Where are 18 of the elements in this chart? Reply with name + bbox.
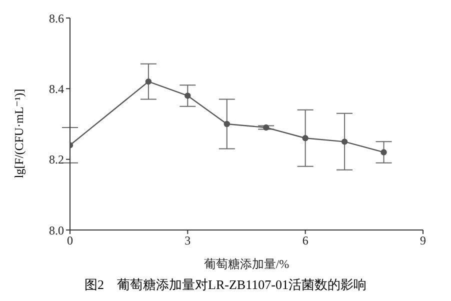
- point: [302, 135, 308, 142]
- y-tick-label: 8.0: [49, 223, 64, 238]
- y-axis-title: lg[F/(CFU·mL⁻¹)]: [12, 88, 28, 178]
- x-tick-label: 6: [302, 234, 308, 248]
- point: [341, 138, 348, 145]
- text: 图2 葡萄糖添加量对LR-ZB1107-01活菌数的影响: [84, 276, 368, 294]
- x-tick-label: 0: [67, 234, 73, 248]
- point: [224, 120, 230, 128]
- point: [145, 78, 152, 85]
- point: [380, 149, 387, 156]
- y-tick-label: 8.4: [49, 82, 64, 96]
- x-tick-label: 3: [184, 234, 191, 248]
- x-tick-label: 9: [420, 234, 426, 248]
- point: [263, 124, 270, 131]
- y-tick-label: 8.2: [49, 152, 64, 167]
- y-tick-label: 8.6: [49, 11, 64, 26]
- point: [184, 92, 191, 99]
- x-axis-title: 葡萄糖添加量/%: [204, 257, 290, 271]
